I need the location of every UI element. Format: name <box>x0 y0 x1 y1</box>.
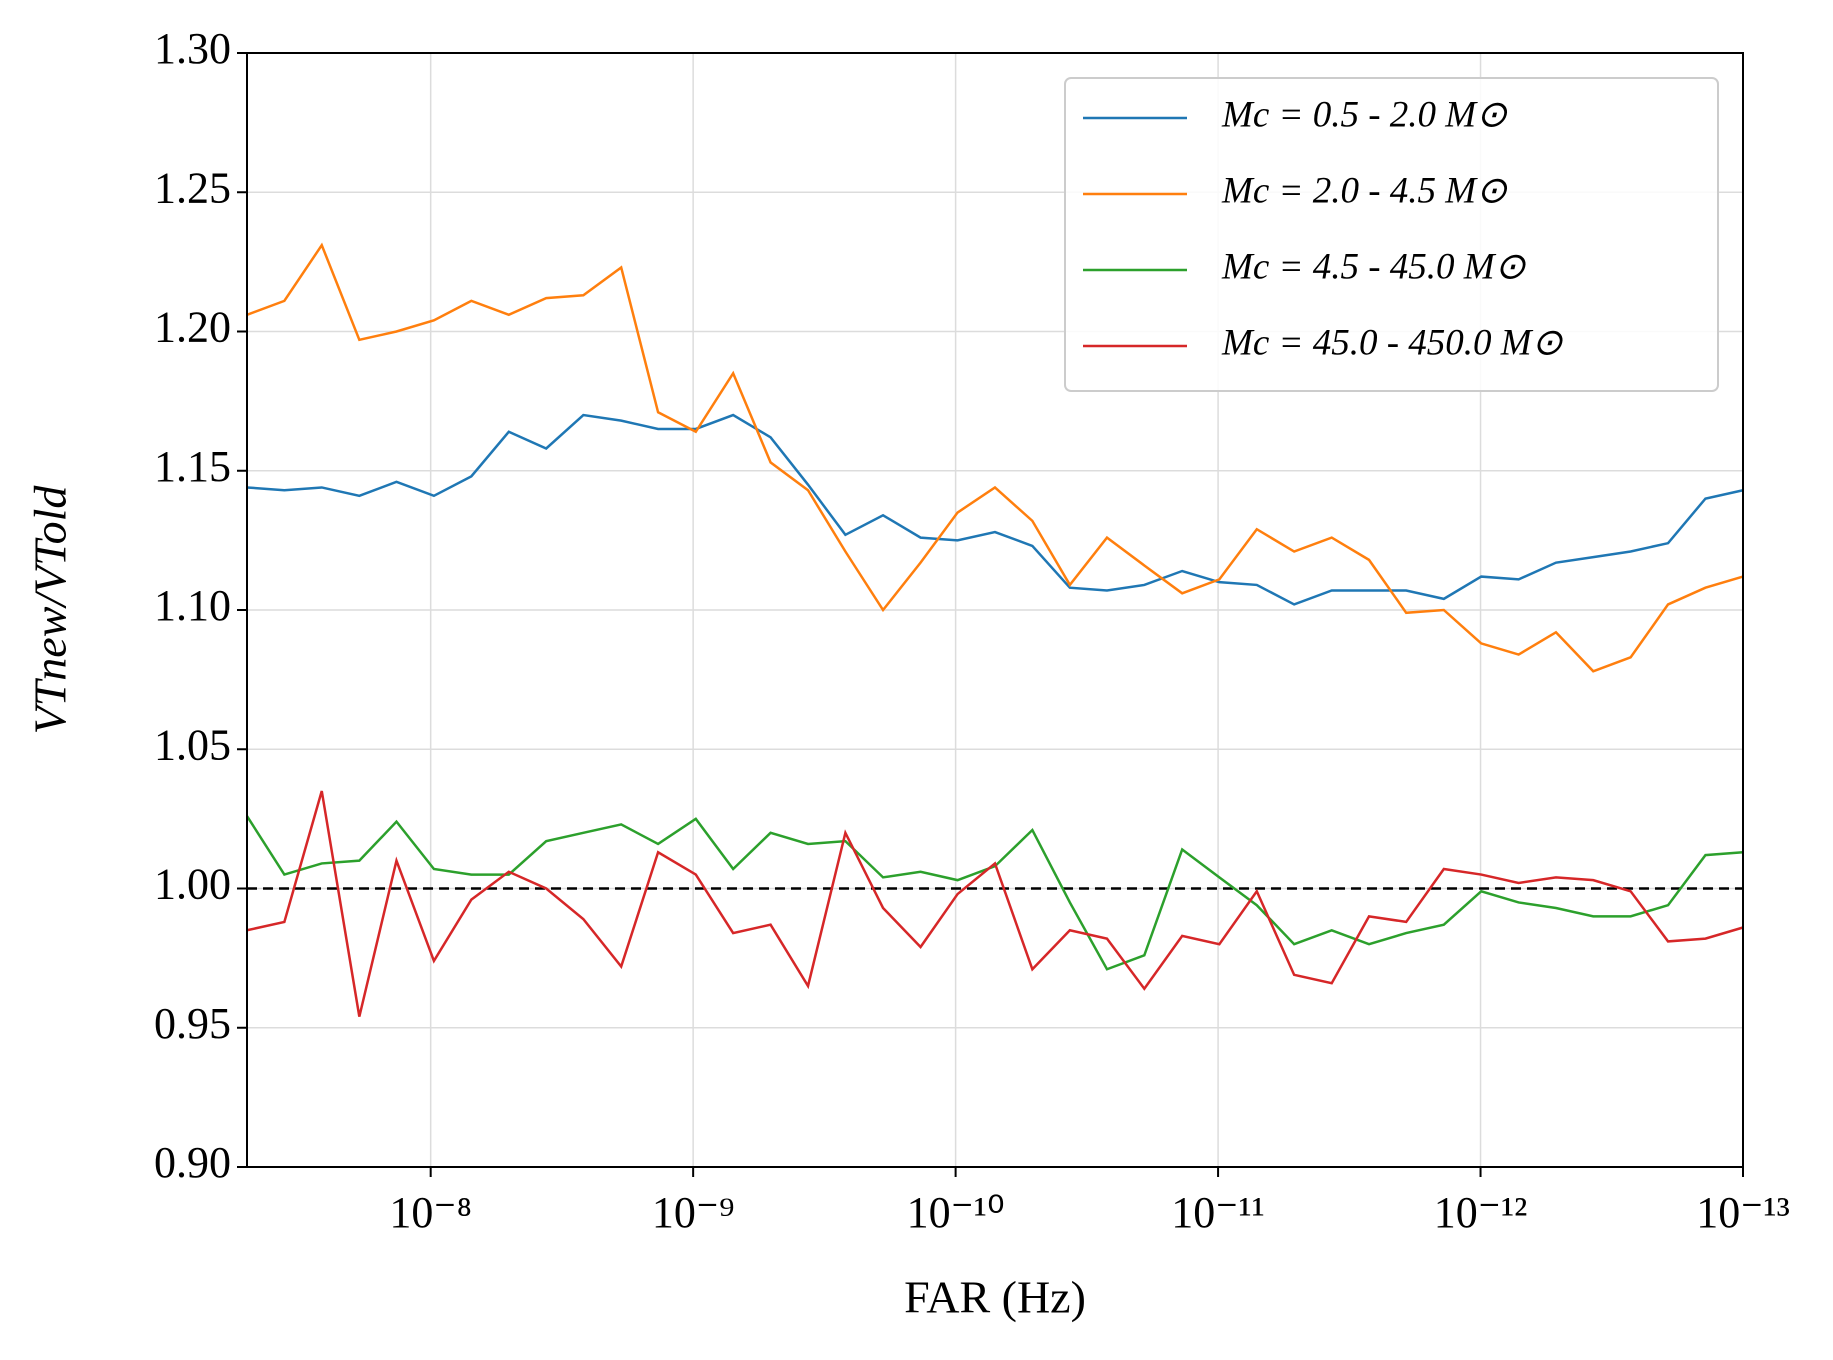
y-tick-label: 1.10 <box>154 581 231 630</box>
y-tick-label: 1.30 <box>154 24 231 73</box>
y-axis-label: VTnew/VTold <box>25 485 76 735</box>
y-tick-label: 1.00 <box>154 860 231 909</box>
x-tick-label: 10⁻¹³ <box>1696 1188 1790 1237</box>
series-line <box>245 815 1744 971</box>
x-tick-label: 10⁻¹⁰ <box>907 1188 1005 1237</box>
legend-label: Mc = 45.0 - 450.0 M⊙ <box>1221 322 1564 363</box>
legend-label: Mc = 4.5 - 45.0 M⊙ <box>1221 246 1527 287</box>
plot-frame <box>246 52 1744 1168</box>
legend-box <box>1064 77 1719 392</box>
series-line <box>246 242 1744 673</box>
series-line <box>246 413 1744 606</box>
y-tick-label: 1.15 <box>154 442 231 491</box>
x-tick-label: 10⁻⁸ <box>389 1188 472 1237</box>
y-tick-label: 1.25 <box>154 163 231 212</box>
y-tick-label: 1.20 <box>154 303 231 352</box>
y-tick-label: 1.05 <box>154 720 231 769</box>
x-tick-label: 10⁻⁹ <box>652 1188 735 1237</box>
legend-label: Mc = 0.5 - 2.0 M⊙ <box>1221 94 1508 135</box>
legend-label: Mc = 2.0 - 4.5 M⊙ <box>1221 170 1508 211</box>
y-tick-label: 0.90 <box>154 1138 231 1187</box>
y-tick-label: 0.95 <box>154 999 231 1048</box>
x-axis-label: FAR (Hz) <box>904 1272 1086 1323</box>
x-tick-label: 10⁻¹² <box>1434 1188 1528 1237</box>
series-line <box>246 790 1744 1017</box>
x-tick-label: 10⁻¹¹ <box>1171 1188 1265 1237</box>
